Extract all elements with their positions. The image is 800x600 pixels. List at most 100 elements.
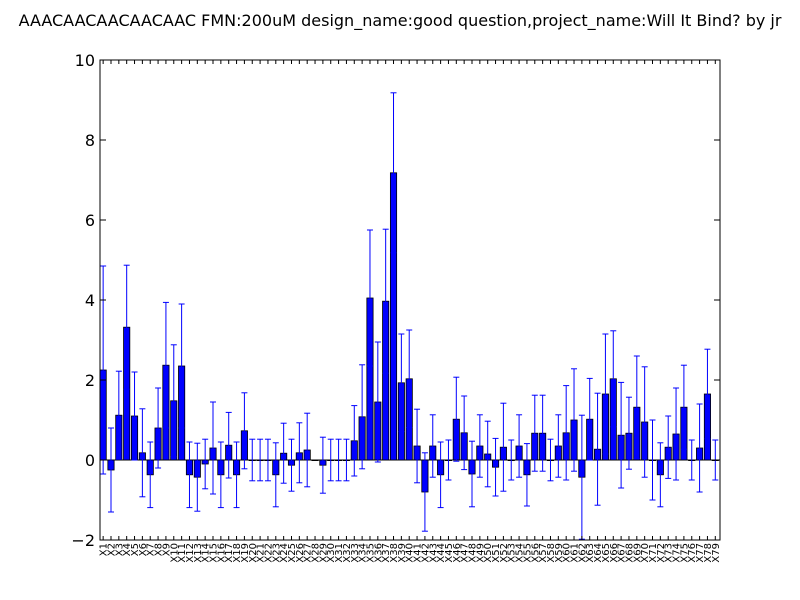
x-tick-label: X40 — [405, 543, 416, 563]
error-bar-X42 — [421, 452, 428, 532]
error-bar-X35 — [366, 229, 373, 367]
y-tick-label: 4 — [85, 291, 95, 310]
x-tick-label: X66 — [609, 543, 620, 563]
error-bar-X58 — [547, 438, 554, 482]
error-bar-X50 — [484, 420, 491, 488]
x-tick-label: X61 — [570, 543, 581, 563]
x-tick-label: X41 — [413, 543, 424, 563]
error-bar-X74 — [673, 387, 680, 481]
x-tick-label: X54 — [515, 543, 526, 563]
x-tick-label: X30 — [326, 543, 337, 563]
error-bar-X65 — [602, 333, 609, 455]
x-tick-label: X20 — [248, 543, 259, 563]
error-bar-X9 — [162, 301, 169, 429]
error-bar-X23 — [272, 442, 279, 508]
error-bar-X21 — [257, 438, 264, 482]
error-bar-X75 — [680, 364, 687, 450]
error-bar-X3 — [115, 370, 122, 460]
x-tick-label: X78 — [703, 543, 714, 563]
error-bar-X51 — [492, 437, 499, 497]
x-tick-label: X9 — [161, 543, 172, 556]
error-bars-group — [100, 92, 719, 540]
error-bar-X52 — [500, 402, 507, 492]
x-tick-label: X72 — [656, 543, 667, 563]
error-bar-X40 — [406, 329, 413, 429]
error-bar-X20 — [249, 438, 256, 482]
error-bar-X45 — [445, 439, 452, 481]
x-tick-label: X42 — [420, 543, 431, 563]
error-bar-X22 — [264, 438, 271, 482]
error-bar-X19 — [241, 392, 248, 470]
x-tick-label: X70 — [640, 543, 651, 563]
error-bar-X24 — [280, 422, 287, 484]
x-tick-label: X13 — [193, 543, 204, 563]
error-bar-X72 — [657, 442, 664, 508]
error-bar-X78 — [704, 348, 711, 440]
error-bar-X67 — [618, 381, 625, 489]
error-bar-X32 — [343, 438, 350, 482]
error-bar-X25 — [288, 438, 295, 492]
x-tick-label: X15 — [209, 543, 220, 563]
error-bar-X61 — [571, 368, 578, 472]
error-bar-X70 — [641, 366, 648, 478]
error-bar-X76 — [688, 439, 695, 481]
error-bar-X34 — [359, 364, 366, 470]
x-tick-label: X68 — [624, 543, 635, 563]
x-tick-label: X3 — [114, 543, 125, 556]
x-tick-label: X34 — [358, 543, 369, 563]
x-tick-label: X62 — [577, 543, 588, 563]
error-bar-X73 — [665, 415, 672, 479]
x-tick-label: X29 — [318, 543, 329, 563]
x-tick-label: X22 — [263, 543, 274, 563]
x-tick-label: X25 — [287, 543, 298, 563]
x-tick-label: X45 — [444, 543, 455, 563]
error-bar-X7 — [147, 441, 154, 509]
x-tick-label: X16 — [216, 543, 227, 563]
x-tick-label: X28 — [311, 543, 322, 563]
x-tick-label: X58 — [546, 543, 557, 563]
x-tick-label: X27 — [303, 543, 314, 563]
x-tick-label: X59 — [554, 543, 565, 563]
x-tick-label: X39 — [397, 543, 408, 563]
x-tick-label: X56 — [530, 543, 541, 563]
x-tick-label: X2 — [106, 543, 117, 556]
x-axis: X1X2X3X4X5X6X7X8X9X10X11X12X13X14X15X16X… — [99, 60, 722, 563]
error-bar-X39 — [398, 333, 405, 433]
error-bar-X41 — [414, 408, 421, 484]
x-tick-label: X4 — [122, 543, 133, 556]
error-bar-X29 — [319, 436, 326, 494]
error-bar-X46 — [453, 376, 460, 462]
x-tick-label: X33 — [350, 543, 361, 563]
x-tick-label: X18 — [232, 543, 243, 563]
error-bar-X47 — [461, 395, 468, 471]
y-tick-label: 6 — [85, 211, 95, 230]
x-tick-label: X24 — [279, 543, 290, 563]
x-tick-label: X26 — [295, 543, 306, 563]
x-tick-label: X46 — [452, 543, 463, 563]
x-tick-label: X23 — [271, 543, 282, 563]
error-bar-X36 — [374, 341, 381, 463]
x-tick-label: X14 — [201, 543, 212, 563]
error-bar-X8 — [155, 387, 162, 469]
x-tick-label: X74 — [672, 543, 683, 563]
error-bar-X13 — [194, 442, 201, 512]
error-bar-X14 — [202, 438, 209, 490]
x-tick-label: X71 — [648, 543, 659, 563]
error-bar-X43 — [429, 414, 436, 478]
y-tick-label: 10 — [75, 51, 95, 70]
error-bar-X33 — [351, 405, 358, 477]
x-tick-label: X50 — [483, 543, 494, 563]
x-tick-label: X38 — [389, 543, 400, 563]
error-bar-X4 — [123, 264, 130, 390]
x-tick-label: X51 — [491, 543, 502, 563]
error-bar-X37 — [382, 228, 389, 374]
plot-frame — [99, 59, 721, 541]
x-tick-label: X43 — [428, 543, 439, 563]
x-tick-label: X8 — [154, 543, 165, 556]
error-bar-X48 — [469, 440, 475, 508]
x-tick-label: X60 — [562, 543, 573, 563]
x-tick-label: X52 — [499, 543, 510, 563]
error-bar-X66 — [610, 330, 617, 428]
x-tick-label: X69 — [632, 543, 643, 563]
